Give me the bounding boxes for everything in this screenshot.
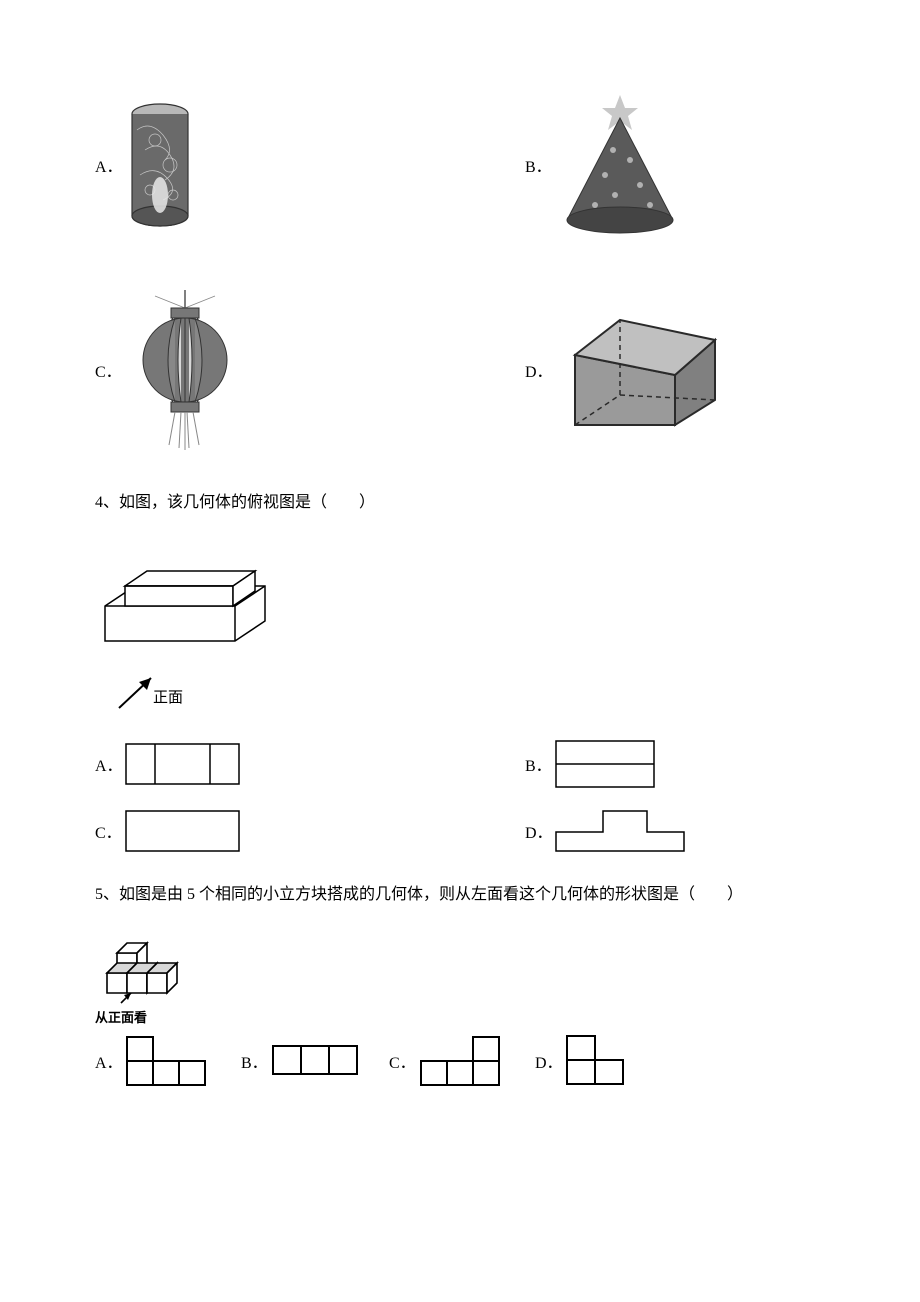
option-label: A． xyxy=(95,1049,125,1073)
q5-a-icon xyxy=(125,1035,215,1087)
q4-text: 4、如图，该几何体的俯视图是（ ） xyxy=(95,490,825,516)
q5-caption: 从正面看 xyxy=(95,1007,825,1026)
q5-text: 5、如图是由 5 个相同的小立方块搭成的几何体，则从左面看这个几何体的形状图是（… xyxy=(95,882,825,908)
q5-d-icon xyxy=(565,1034,629,1088)
q4-figure: 正面 xyxy=(95,546,825,716)
q5-cubes-icon xyxy=(95,925,190,1005)
option-label: C． xyxy=(95,819,125,843)
q4-option-c[interactable]: C． xyxy=(95,810,345,852)
option-label: B． xyxy=(241,1049,271,1073)
q5-c-icon xyxy=(419,1035,509,1087)
q4-options: A． B． C． D． xyxy=(95,740,825,852)
q4-option-a[interactable]: A． xyxy=(95,743,345,785)
q4-option-d[interactable]: D． xyxy=(525,810,775,852)
option-label: D． xyxy=(525,358,555,382)
option-label: A． xyxy=(95,153,125,177)
cone-tree-icon xyxy=(555,90,685,240)
q4-d-icon xyxy=(555,810,685,852)
option-label: D． xyxy=(535,1049,565,1073)
front-label: 正面 xyxy=(153,690,183,706)
option-label: C． xyxy=(389,1049,419,1073)
q5-options: A． B． C． xyxy=(95,1034,825,1088)
front-arrow-icon: 正面 xyxy=(109,666,189,716)
q5-option-c[interactable]: C． xyxy=(389,1035,509,1087)
q5-option-b[interactable]: B． xyxy=(241,1044,363,1078)
option-label: B． xyxy=(525,153,555,177)
q3-option-d[interactable]: D． xyxy=(525,305,775,435)
q5-figure: 从正面看 xyxy=(95,925,825,1026)
option-label: B． xyxy=(525,752,555,776)
q5-option-d[interactable]: D． xyxy=(535,1034,629,1088)
cylinder-vase-icon xyxy=(125,100,195,230)
q4-b-icon xyxy=(555,740,655,788)
option-label: C． xyxy=(95,358,125,382)
q5-b-icon xyxy=(271,1044,363,1078)
q3-options-row2: C． xyxy=(95,290,825,450)
lantern-icon xyxy=(125,290,245,450)
q3-option-c[interactable]: C． xyxy=(95,290,345,450)
option-label: D． xyxy=(525,819,555,843)
q4-a-icon xyxy=(125,743,240,785)
q4-step-solid-icon xyxy=(95,546,275,666)
q3-options-row1: A． B． xyxy=(95,90,825,240)
prism-icon xyxy=(555,305,725,435)
q4-c-icon xyxy=(125,810,240,852)
q4-option-b[interactable]: B． xyxy=(525,740,775,788)
option-label: A． xyxy=(95,752,125,776)
q3-option-b[interactable]: B． xyxy=(525,90,775,240)
q3-option-a[interactable]: A． xyxy=(95,100,345,230)
q5-option-a[interactable]: A． xyxy=(95,1035,215,1087)
